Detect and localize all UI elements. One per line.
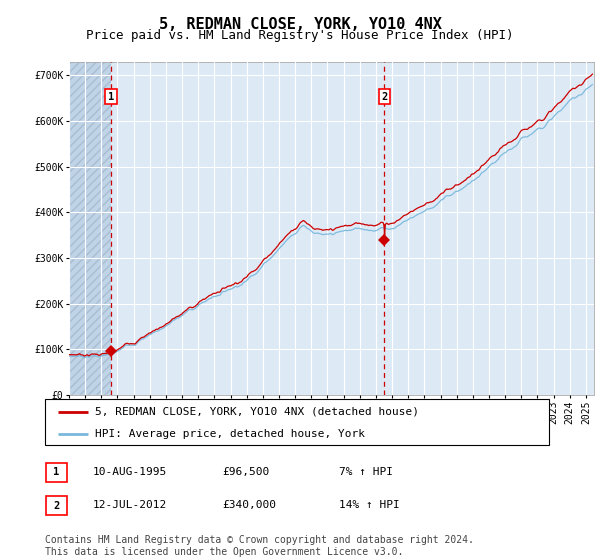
Bar <box>69 62 111 395</box>
Text: 1: 1 <box>108 92 114 101</box>
Text: Contains HM Land Registry data © Crown copyright and database right 2024.
This d: Contains HM Land Registry data © Crown c… <box>45 535 474 557</box>
Text: HPI: Average price, detached house, York: HPI: Average price, detached house, York <box>95 429 365 438</box>
Text: 5, REDMAN CLOSE, YORK, YO10 4NX (detached house): 5, REDMAN CLOSE, YORK, YO10 4NX (detache… <box>95 407 419 417</box>
Text: 5, REDMAN CLOSE, YORK, YO10 4NX: 5, REDMAN CLOSE, YORK, YO10 4NX <box>158 17 442 32</box>
Text: 2: 2 <box>382 92 388 101</box>
Text: 2: 2 <box>53 501 59 511</box>
Text: 10-AUG-1995: 10-AUG-1995 <box>93 466 167 477</box>
Text: 7% ↑ HPI: 7% ↑ HPI <box>339 466 393 477</box>
FancyBboxPatch shape <box>46 496 67 515</box>
Text: 1: 1 <box>53 467 59 477</box>
Text: 12-JUL-2012: 12-JUL-2012 <box>93 500 167 510</box>
FancyBboxPatch shape <box>46 463 67 482</box>
Text: £340,000: £340,000 <box>222 500 276 510</box>
Text: £96,500: £96,500 <box>222 466 269 477</box>
Text: Price paid vs. HM Land Registry's House Price Index (HPI): Price paid vs. HM Land Registry's House … <box>86 29 514 42</box>
FancyBboxPatch shape <box>45 399 549 445</box>
Text: 14% ↑ HPI: 14% ↑ HPI <box>339 500 400 510</box>
